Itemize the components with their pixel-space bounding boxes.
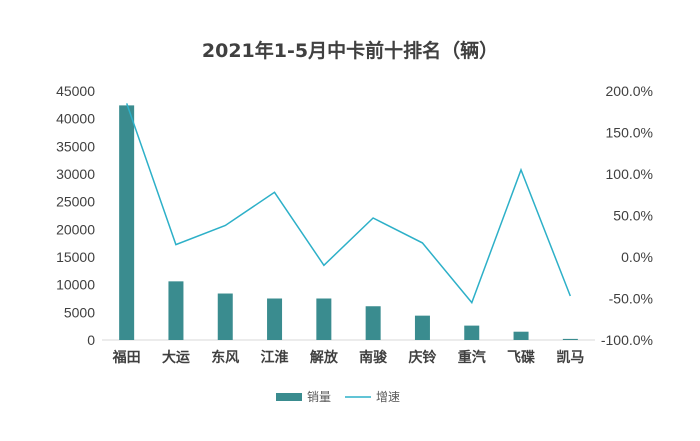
y-left-tick-label: 25000 bbox=[56, 194, 95, 210]
y-right-tick-label: 100.0% bbox=[606, 166, 653, 182]
y-left-tick-label: 20000 bbox=[56, 221, 95, 237]
x-axis: 福田 大运 东风 江淮 解放 南骏 庆铃 重汽 飞碟 凯马 bbox=[112, 349, 585, 366]
y-left-tick-label: 0 bbox=[87, 332, 95, 348]
y-right-tick-label: 0.0% bbox=[621, 249, 653, 265]
x-tick-label: 庆铃 bbox=[408, 349, 436, 366]
x-tick-label: 重汽 bbox=[458, 349, 486, 366]
bar-江淮 bbox=[267, 298, 283, 340]
bar-庆铃 bbox=[414, 315, 430, 340]
y-right-tick-label: 200.0% bbox=[606, 83, 653, 99]
bar-大运 bbox=[168, 281, 184, 340]
y-right-tick-label: 50.0% bbox=[613, 208, 653, 224]
x-tick-label: 飞碟 bbox=[507, 350, 535, 366]
bar-飞碟 bbox=[513, 331, 529, 340]
line-series bbox=[125, 103, 571, 305]
bar-凯马 bbox=[562, 338, 578, 340]
bar-解放 bbox=[316, 298, 332, 340]
x-tick-label: 凯马 bbox=[556, 349, 584, 366]
y-right-tick-label: -50.0% bbox=[609, 291, 653, 307]
x-tick-label: 解放 bbox=[310, 349, 339, 366]
legend-label-sales: 销量 bbox=[307, 390, 331, 404]
y-left-tick-label: 45000 bbox=[56, 83, 95, 99]
legend-label-growth: 增速 bbox=[376, 390, 400, 404]
y-right-axis: -100.0% -50.0% 0.0% 50.0% 100.0% 150.0% 200.0% bbox=[601, 83, 653, 348]
bar-福田 bbox=[119, 105, 135, 341]
y-right-tick-label: 150.0% bbox=[606, 125, 653, 141]
chart-title: 2021年1-5月中卡前十排名（辆） bbox=[202, 39, 498, 62]
y-left-tick-label: 5000 bbox=[64, 304, 95, 320]
legend-swatch-sales bbox=[276, 393, 302, 401]
growth-line bbox=[125, 103, 571, 305]
x-tick-label: 南骏 bbox=[359, 349, 388, 366]
x-tick-label: 福田 bbox=[112, 349, 141, 366]
bar-series bbox=[119, 105, 578, 341]
legend: 销量 增速 bbox=[276, 390, 400, 404]
x-tick-label: 大运 bbox=[162, 349, 190, 366]
y-left-tick-label: 15000 bbox=[56, 249, 95, 265]
x-tick-label: 东风 bbox=[211, 349, 239, 366]
y-right-tick-label: -100.0% bbox=[601, 332, 653, 348]
bar-东风 bbox=[217, 293, 233, 340]
x-tick-label: 江淮 bbox=[261, 349, 289, 366]
y-left-axis: 0 5000 10000 15000 20000 25000 30000 35000 40000… bbox=[56, 83, 95, 348]
bar-重汽 bbox=[464, 325, 480, 340]
bar-南骏 bbox=[365, 306, 381, 340]
y-left-tick-label: 10000 bbox=[56, 277, 95, 293]
y-left-tick-label: 30000 bbox=[56, 166, 95, 182]
y-left-tick-label: 40000 bbox=[56, 111, 95, 127]
y-left-tick-label: 35000 bbox=[56, 138, 95, 154]
